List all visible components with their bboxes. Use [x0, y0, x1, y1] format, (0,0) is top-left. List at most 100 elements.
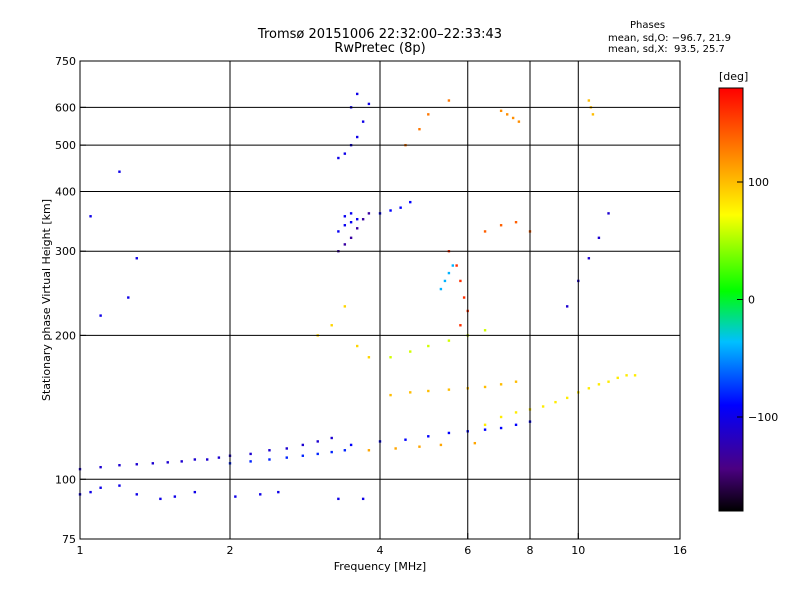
- data-point: [597, 383, 601, 386]
- y-tick-label: 500: [55, 139, 76, 152]
- data-point: [554, 400, 557, 404]
- colorbar-tick-label: 0: [748, 294, 755, 307]
- data-point: [455, 264, 458, 267]
- data-point: [459, 324, 462, 327]
- data-point: [180, 460, 183, 463]
- data-point: [135, 493, 138, 496]
- data-point: [462, 296, 466, 299]
- data-point: [514, 380, 518, 383]
- data-point: [367, 449, 371, 452]
- data-point: [541, 405, 545, 408]
- data-point: [99, 465, 102, 469]
- y-tick-label: 400: [55, 185, 76, 198]
- y-axis-label: Stationary phase Virtual Height [km]: [40, 199, 53, 401]
- data-point: [361, 120, 365, 123]
- data-point: [316, 452, 319, 456]
- data-point: [349, 443, 353, 447]
- data-point: [597, 236, 601, 240]
- data-point: [514, 411, 518, 414]
- data-point: [499, 109, 503, 113]
- y-tick-label: 200: [55, 329, 76, 342]
- data-point: [337, 156, 340, 160]
- data-point: [389, 356, 392, 359]
- data-point: [343, 152, 347, 155]
- x-tick-label: 10: [571, 544, 585, 557]
- chart-subtitle: RwPretec (8p): [334, 41, 426, 56]
- data-point: [355, 227, 359, 230]
- data-point: [355, 135, 359, 139]
- y-tick-label: 100: [55, 473, 76, 486]
- data-point: [268, 458, 271, 461]
- y-tick-label: 75: [62, 533, 76, 546]
- x-axis-label: Frequency [MHz]: [334, 560, 426, 573]
- x-tick-label: 4: [377, 544, 384, 557]
- data-point: [499, 415, 503, 419]
- data-point: [135, 463, 138, 466]
- data-point: [483, 230, 487, 233]
- data-point: [349, 212, 353, 215]
- data-point: [285, 456, 288, 459]
- data-point: [633, 374, 637, 377]
- data-point: [89, 215, 92, 218]
- phases-x-mode: mean, sd,X: 93.5, 25.7: [608, 44, 725, 55]
- data-point: [511, 116, 515, 120]
- x-tick-label: 1: [77, 544, 84, 557]
- data-point: [118, 464, 121, 467]
- data-point: [427, 113, 430, 116]
- data-point: [166, 461, 169, 464]
- data-point: [517, 120, 521, 123]
- data-point: [409, 350, 412, 353]
- data-point: [234, 495, 237, 498]
- plot-frame: [79, 60, 681, 540]
- data-point: [343, 215, 347, 218]
- data-point: [159, 497, 162, 501]
- data-point: [367, 212, 371, 215]
- data-point: [607, 380, 610, 383]
- data-point: [447, 431, 451, 435]
- data-point: [389, 393, 392, 397]
- data-point: [483, 329, 487, 332]
- y-tick-label: 600: [55, 101, 76, 114]
- colorbar-tick-label: −100: [748, 411, 778, 424]
- data-point: [418, 127, 421, 131]
- data-point: [439, 443, 443, 447]
- data-point: [337, 497, 340, 501]
- data-point: [399, 206, 402, 209]
- data-point: [447, 99, 451, 102]
- data-point: [355, 344, 359, 348]
- data-point: [514, 221, 518, 224]
- data-point: [409, 200, 412, 204]
- data-point: [447, 388, 451, 391]
- data-point: [361, 218, 365, 221]
- data-point: [499, 224, 503, 227]
- data-point: [565, 305, 569, 308]
- data-point: [499, 383, 503, 386]
- data-point: [483, 428, 487, 431]
- data-point: [367, 356, 371, 359]
- data-point: [451, 264, 455, 267]
- data-point: [316, 440, 319, 443]
- data-point: [343, 243, 347, 246]
- data-point: [249, 452, 252, 456]
- data-point: [249, 460, 252, 463]
- axis-ticks-layer: 1 2 4 6 8 10 16 75 100 200 300 400 500 600 750: [55, 55, 687, 557]
- data-point: [591, 113, 595, 116]
- data-point: [514, 423, 518, 427]
- data-point: [355, 218, 359, 221]
- data-point: [127, 296, 130, 299]
- data-point: [173, 495, 177, 498]
- data-point: [616, 376, 619, 380]
- data-point: [99, 314, 102, 317]
- data-point: [330, 450, 333, 454]
- data-point: [625, 374, 628, 377]
- data-point: [439, 287, 443, 291]
- colorbar-unit-label: [deg]: [719, 70, 749, 83]
- data-point: [361, 497, 365, 501]
- y-tick-label: 300: [55, 245, 76, 258]
- data-point: [565, 396, 569, 400]
- data-point: [118, 484, 121, 487]
- y-tick-label: 750: [55, 55, 76, 68]
- data-point: [427, 435, 430, 438]
- data-point: [409, 391, 412, 394]
